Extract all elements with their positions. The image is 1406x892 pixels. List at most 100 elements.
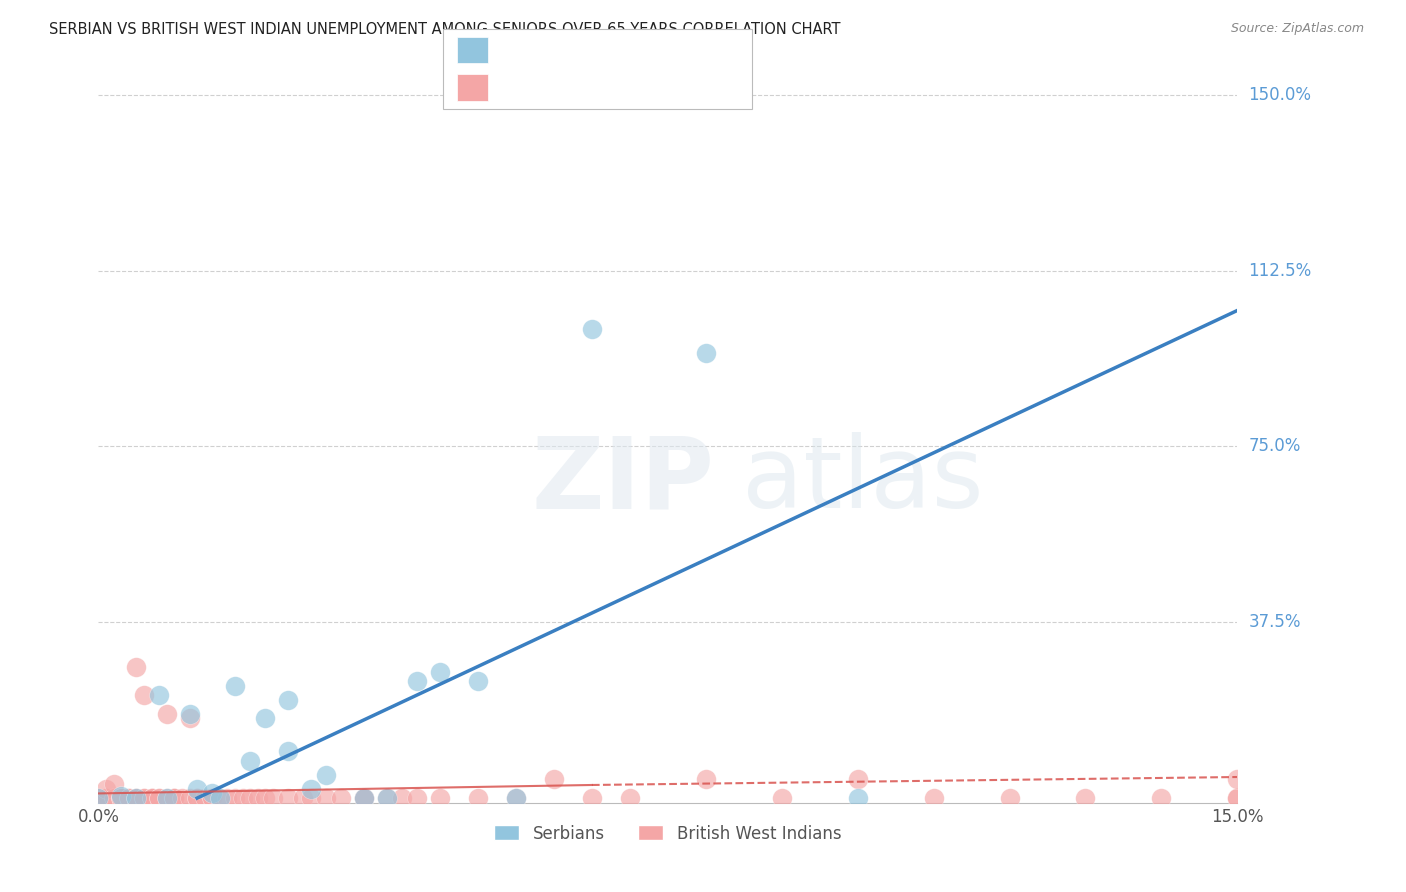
Text: 0.146: 0.146: [537, 79, 585, 95]
Legend: Serbians, British West Indians: Serbians, British West Indians: [488, 818, 848, 849]
Point: [217, 791, 239, 805]
Point: [1226, 791, 1249, 805]
Point: [125, 791, 148, 805]
Point: [179, 706, 201, 721]
Point: [246, 791, 269, 805]
Point: [315, 791, 337, 805]
Point: [315, 767, 337, 781]
Text: SERBIAN VS BRITISH WEST INDIAN UNEMPLOYMENT AMONG SENIORS OVER 65 YEARS CORRELAT: SERBIAN VS BRITISH WEST INDIAN UNEMPLOYM…: [49, 22, 841, 37]
Point: [110, 791, 132, 805]
Text: atlas: atlas: [742, 433, 984, 530]
Point: [87, 791, 110, 805]
Text: R =: R =: [494, 43, 527, 58]
Point: [87, 791, 110, 805]
Point: [406, 791, 429, 805]
Point: [581, 322, 603, 336]
Point: [429, 791, 451, 805]
Point: [156, 706, 179, 721]
Point: [299, 791, 322, 805]
Point: [163, 791, 186, 805]
Point: [429, 665, 451, 679]
Point: [132, 791, 155, 805]
Point: [170, 791, 193, 805]
Point: [208, 791, 231, 805]
Point: [179, 711, 201, 725]
Point: [186, 781, 208, 796]
Point: [505, 791, 527, 805]
Text: 150.0%: 150.0%: [1249, 86, 1312, 103]
Point: [201, 791, 224, 805]
Point: [239, 791, 262, 805]
Point: [695, 345, 717, 359]
Point: [277, 744, 299, 758]
Point: [201, 791, 224, 805]
Point: [770, 791, 793, 805]
Point: [148, 791, 170, 805]
Point: [110, 791, 132, 805]
Point: [208, 791, 231, 805]
Point: [163, 791, 186, 805]
Point: [103, 777, 125, 791]
Point: [277, 791, 299, 805]
Point: [125, 791, 148, 805]
Point: [581, 791, 603, 805]
Point: [148, 791, 170, 805]
Point: [619, 791, 641, 805]
Point: [391, 791, 413, 805]
Point: [406, 673, 429, 688]
Point: [1226, 772, 1249, 787]
Point: [846, 772, 869, 787]
Point: [467, 791, 489, 805]
Point: [125, 660, 148, 674]
Point: [292, 791, 315, 805]
Point: [254, 711, 277, 725]
Point: [201, 786, 224, 800]
Point: [156, 791, 179, 805]
Text: N =: N =: [593, 79, 627, 95]
Text: Source: ZipAtlas.com: Source: ZipAtlas.com: [1230, 22, 1364, 36]
Point: [156, 791, 179, 805]
Point: [94, 781, 117, 796]
Point: [224, 679, 246, 693]
Point: [141, 791, 163, 805]
Text: 75.0%: 75.0%: [1249, 437, 1301, 456]
Point: [186, 791, 208, 805]
Point: [94, 791, 117, 805]
Point: [277, 692, 299, 706]
Point: [330, 791, 353, 805]
Point: [846, 791, 869, 805]
Text: 71: 71: [634, 79, 655, 95]
Point: [239, 754, 262, 768]
Point: [505, 791, 527, 805]
Point: [141, 791, 163, 805]
Point: [163, 791, 186, 805]
Point: [1150, 791, 1173, 805]
Point: [262, 791, 284, 805]
Point: [1226, 791, 1249, 805]
Point: [132, 688, 155, 702]
Point: [922, 791, 945, 805]
Point: [94, 791, 117, 805]
Point: [110, 791, 132, 805]
Point: [543, 772, 565, 787]
Point: [87, 791, 110, 805]
Point: [353, 791, 375, 805]
Text: N =: N =: [593, 43, 627, 58]
Point: [118, 791, 141, 805]
Point: [375, 791, 398, 805]
Point: [467, 673, 489, 688]
Point: [148, 688, 170, 702]
Text: 0.706: 0.706: [537, 43, 585, 58]
Point: [118, 791, 141, 805]
Point: [179, 791, 201, 805]
Point: [87, 791, 110, 805]
Text: ZIP: ZIP: [531, 433, 714, 530]
Text: 25: 25: [634, 43, 655, 58]
Point: [132, 791, 155, 805]
Point: [1074, 791, 1097, 805]
Point: [998, 791, 1021, 805]
Text: 112.5%: 112.5%: [1249, 261, 1312, 279]
Point: [186, 791, 208, 805]
Point: [299, 781, 322, 796]
Point: [110, 789, 132, 803]
